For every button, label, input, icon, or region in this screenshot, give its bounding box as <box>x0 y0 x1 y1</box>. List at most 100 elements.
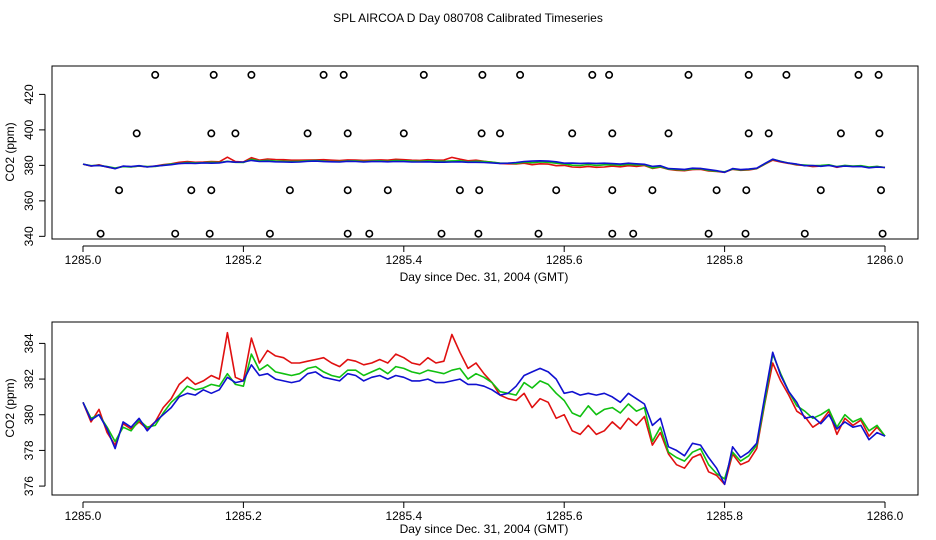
top-panel-flag-point <box>744 129 753 138</box>
bottom-panel-y-tick-label: 376 <box>22 476 36 496</box>
top-panel-flag-point <box>319 70 328 79</box>
bottom-panel-x-label: Day since Dec. 31, 2004 (GMT) <box>400 522 569 536</box>
bottom-panel-x-tick-label: 1285.2 <box>225 509 262 523</box>
top-panel-flag-point <box>339 70 348 79</box>
bottom-panel-y-label: CO2 (ppm) <box>3 378 17 437</box>
top-panel-flag-point <box>605 70 614 79</box>
top-panel-flag-point <box>876 186 885 195</box>
top-panel-flag-point <box>187 186 196 195</box>
top-panel-x-tick-label: 1285.6 <box>546 253 583 267</box>
top-panel-flag-point <box>608 129 617 138</box>
bottom-panel-x-tick-label: 1285.8 <box>706 509 743 523</box>
top-panel-flag-point <box>265 229 274 238</box>
bottom-panel-x-tick-label: 1286.0 <box>867 509 904 523</box>
top-panel-flag-point <box>741 229 750 238</box>
top-panel-flag-point <box>247 70 256 79</box>
top-panel-flag-point <box>151 70 160 79</box>
bottom-panel-y-axis: 376 378 380 382 384 <box>22 333 46 496</box>
bottom-panel-y-tick-label: 378 <box>22 440 36 460</box>
bottom-panel-x-tick-label: 1285.6 <box>546 509 583 523</box>
top-panel-flag-point <box>742 186 751 195</box>
top-panel-flag-point <box>568 129 577 138</box>
top-panel-flag-point <box>343 229 352 238</box>
bottom-panel-y-tick-label: 382 <box>22 369 36 389</box>
top-panel-flag-point <box>800 229 809 238</box>
top-panel-flag-point <box>534 229 543 238</box>
top-panel-flag-point <box>836 129 845 138</box>
top-panel-y-tick-label: 360 <box>22 191 36 211</box>
top-panel-y-label: CO2 (ppm) <box>3 122 17 181</box>
top-panel-flag-point <box>399 129 408 138</box>
top-panel-x-tick-label: 1285.0 <box>65 253 102 267</box>
top-panel-flag-point <box>629 229 638 238</box>
bottom-panel: 1285.0 1285.2 1285.4 1285.6 1285.8 1286.0 376… <box>3 321 919 536</box>
top-panel-y-tick-label: 420 <box>22 84 36 104</box>
top-panel-flag-point <box>383 186 392 195</box>
top-panel-y-axis: 340 360 380 400 420 <box>22 84 46 246</box>
top-panel-flag-point <box>816 186 825 195</box>
top-panel-flag-point <box>588 70 597 79</box>
top-panel-x-tick-label: 1285.4 <box>385 253 422 267</box>
top-panel-series <box>82 156 886 174</box>
top-panel-flag-point <box>854 70 863 79</box>
top-panel-flag-point <box>343 186 352 195</box>
top-panel-flag-point <box>495 129 504 138</box>
top-panel-flag-point <box>437 229 446 238</box>
top-panel-flag-point <box>455 186 464 195</box>
top-panel-flag-point <box>343 129 352 138</box>
top-panel-flag-point <box>704 229 713 238</box>
top-panel-series-blue <box>82 158 886 174</box>
top-panel-y-tick-label: 400 <box>22 120 36 140</box>
chart-title: SPL AIRCOA D Day 080708 Calibrated Times… <box>333 11 603 25</box>
top-panel-flag-point <box>365 229 374 238</box>
top-panel-frame <box>51 65 919 240</box>
top-panel-flag-point <box>474 229 483 238</box>
bottom-panel-x-tick-label: 1285.0 <box>65 509 102 523</box>
top-panel-flag-point <box>608 229 617 238</box>
top-panel-flag-point <box>516 70 525 79</box>
top-panel-flag-point <box>205 229 214 238</box>
top-panel-flag-point <box>875 129 884 138</box>
top-panel-flag-point <box>115 186 124 195</box>
top-panel-flag-point <box>207 129 216 138</box>
top-panel-flag-point <box>419 70 428 79</box>
top-panel-flag-point <box>712 186 721 195</box>
top-panel-flag-point <box>171 229 180 238</box>
top-panel-flag-point <box>96 229 105 238</box>
top-panel-flag-point <box>878 229 887 238</box>
top-panel-flag-point <box>132 129 141 138</box>
bottom-panel-y-tick-label: 384 <box>22 333 36 353</box>
top-panel: 1285.0 1285.2 1285.4 1285.6 1285.8 1286.0 340… <box>3 65 919 284</box>
bottom-panel-x-tick-label: 1285.4 <box>385 509 422 523</box>
top-panel-x-tick-label: 1285.8 <box>706 253 743 267</box>
top-panel-flag-point <box>664 129 673 138</box>
top-panel-y-tick-label: 340 <box>22 226 36 246</box>
top-panel-flag-point <box>475 186 484 195</box>
top-panel-y-tick-label: 380 <box>22 155 36 175</box>
top-panel-flag-point <box>744 70 753 79</box>
top-panel-flag-point <box>552 186 561 195</box>
top-panel-flag-point <box>608 186 617 195</box>
bottom-panel-x-axis: 1285.0 1285.2 1285.4 1285.6 1285.8 1286.0 <box>65 501 904 523</box>
top-panel-flag-points <box>96 70 887 238</box>
bottom-panel-series-red <box>82 331 886 486</box>
top-panel-flag-point <box>764 129 773 138</box>
top-panel-flag-point <box>209 70 218 79</box>
top-panel-flag-point <box>874 70 883 79</box>
top-panel-flag-point <box>684 70 693 79</box>
top-panel-series-green <box>82 158 886 173</box>
top-panel-flag-point <box>782 70 791 79</box>
top-panel-flag-point <box>285 186 294 195</box>
bottom-panel-y-tick-label: 380 <box>22 404 36 424</box>
top-panel-flag-point <box>303 129 312 138</box>
bottom-panel-series-green <box>82 353 886 480</box>
top-panel-flag-point <box>207 186 216 195</box>
top-panel-x-label: Day since Dec. 31, 2004 (GMT) <box>400 270 569 284</box>
top-panel-x-tick-label: 1285.2 <box>225 253 262 267</box>
top-panel-x-tick-label: 1286.0 <box>867 253 904 267</box>
top-panel-flag-point <box>478 70 487 79</box>
top-panel-flag-point <box>231 129 240 138</box>
top-panel-x-axis: 1285.0 1285.2 1285.4 1285.6 1285.8 1286.0 <box>65 245 904 267</box>
bottom-panel-series <box>82 331 886 486</box>
